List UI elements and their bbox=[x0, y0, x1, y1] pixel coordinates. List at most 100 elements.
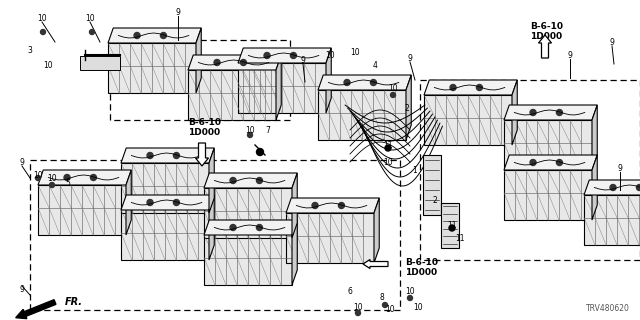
Circle shape bbox=[257, 148, 264, 156]
Circle shape bbox=[383, 302, 387, 308]
Text: 8: 8 bbox=[380, 293, 385, 302]
Circle shape bbox=[257, 178, 262, 183]
Circle shape bbox=[241, 60, 246, 66]
Polygon shape bbox=[121, 210, 209, 260]
Text: 10: 10 bbox=[85, 13, 95, 22]
Circle shape bbox=[355, 310, 360, 316]
Circle shape bbox=[530, 159, 536, 165]
Circle shape bbox=[90, 29, 95, 35]
Circle shape bbox=[134, 33, 140, 38]
Polygon shape bbox=[326, 48, 332, 113]
Polygon shape bbox=[286, 198, 380, 213]
Text: 9: 9 bbox=[20, 157, 24, 166]
Circle shape bbox=[476, 84, 483, 91]
Polygon shape bbox=[121, 195, 214, 210]
Polygon shape bbox=[374, 198, 380, 263]
Circle shape bbox=[385, 145, 391, 151]
Polygon shape bbox=[424, 80, 517, 95]
Circle shape bbox=[530, 109, 536, 116]
Polygon shape bbox=[318, 75, 412, 90]
Polygon shape bbox=[188, 70, 276, 120]
Polygon shape bbox=[209, 195, 214, 260]
Circle shape bbox=[35, 175, 40, 180]
Circle shape bbox=[161, 33, 166, 38]
Text: 10: 10 bbox=[350, 47, 360, 57]
Text: 1D000: 1D000 bbox=[405, 268, 437, 277]
Polygon shape bbox=[504, 155, 597, 170]
Text: 1D000: 1D000 bbox=[188, 128, 220, 137]
FancyArrow shape bbox=[538, 35, 552, 58]
Circle shape bbox=[291, 52, 296, 59]
Polygon shape bbox=[38, 170, 131, 185]
Text: 10: 10 bbox=[47, 173, 57, 182]
Text: 7: 7 bbox=[266, 125, 271, 134]
Text: 10: 10 bbox=[413, 303, 423, 313]
Polygon shape bbox=[238, 48, 332, 63]
Polygon shape bbox=[121, 163, 209, 213]
Text: 9: 9 bbox=[609, 37, 614, 46]
Text: 9: 9 bbox=[301, 55, 305, 65]
Polygon shape bbox=[504, 120, 592, 170]
Text: 4: 4 bbox=[372, 60, 378, 69]
Bar bbox=[423, 155, 441, 215]
Polygon shape bbox=[196, 28, 201, 93]
Polygon shape bbox=[584, 180, 640, 195]
Circle shape bbox=[390, 92, 396, 98]
Polygon shape bbox=[292, 220, 297, 285]
Text: TRV480620: TRV480620 bbox=[586, 304, 630, 313]
Polygon shape bbox=[286, 213, 374, 263]
Bar bbox=[30, 160, 400, 310]
Polygon shape bbox=[276, 55, 281, 120]
Circle shape bbox=[339, 203, 344, 209]
Circle shape bbox=[90, 174, 97, 180]
Polygon shape bbox=[584, 195, 640, 245]
Circle shape bbox=[214, 60, 220, 66]
Circle shape bbox=[264, 52, 270, 59]
Polygon shape bbox=[318, 90, 406, 140]
Circle shape bbox=[248, 132, 253, 138]
Polygon shape bbox=[406, 75, 412, 140]
Circle shape bbox=[173, 199, 179, 205]
Polygon shape bbox=[204, 220, 297, 235]
Polygon shape bbox=[108, 28, 201, 43]
Text: 10: 10 bbox=[385, 306, 395, 315]
Text: 10: 10 bbox=[325, 51, 335, 60]
Text: 10: 10 bbox=[37, 13, 47, 22]
Circle shape bbox=[230, 178, 236, 183]
Text: B-6-10: B-6-10 bbox=[405, 258, 438, 267]
Text: 9: 9 bbox=[175, 7, 180, 17]
Circle shape bbox=[636, 185, 640, 190]
Text: 5: 5 bbox=[65, 179, 70, 188]
Polygon shape bbox=[126, 170, 131, 235]
Circle shape bbox=[344, 79, 350, 85]
Circle shape bbox=[556, 159, 563, 165]
Circle shape bbox=[556, 109, 563, 116]
Circle shape bbox=[610, 185, 616, 190]
Polygon shape bbox=[592, 105, 597, 170]
Polygon shape bbox=[424, 95, 512, 145]
Text: 9: 9 bbox=[408, 53, 412, 62]
Text: 10: 10 bbox=[405, 287, 415, 297]
Circle shape bbox=[64, 174, 70, 180]
Text: 10: 10 bbox=[43, 60, 53, 69]
Text: 10: 10 bbox=[33, 171, 43, 180]
Text: 9: 9 bbox=[618, 164, 623, 172]
Polygon shape bbox=[204, 235, 292, 285]
Text: 6: 6 bbox=[348, 287, 353, 297]
Circle shape bbox=[257, 225, 262, 230]
Text: 10: 10 bbox=[383, 157, 393, 166]
Text: 9: 9 bbox=[568, 51, 572, 60]
Text: 11: 11 bbox=[447, 220, 457, 229]
Text: B-6-10: B-6-10 bbox=[530, 22, 563, 31]
Circle shape bbox=[147, 199, 153, 205]
Circle shape bbox=[371, 79, 376, 85]
Text: 11: 11 bbox=[455, 234, 465, 243]
Circle shape bbox=[449, 225, 455, 231]
Circle shape bbox=[408, 295, 413, 300]
FancyArrow shape bbox=[363, 260, 388, 268]
Polygon shape bbox=[108, 43, 196, 93]
Text: 10: 10 bbox=[245, 125, 255, 134]
Bar bbox=[420, 80, 640, 260]
Text: 1D000: 1D000 bbox=[530, 32, 562, 41]
Text: 1: 1 bbox=[413, 165, 417, 174]
